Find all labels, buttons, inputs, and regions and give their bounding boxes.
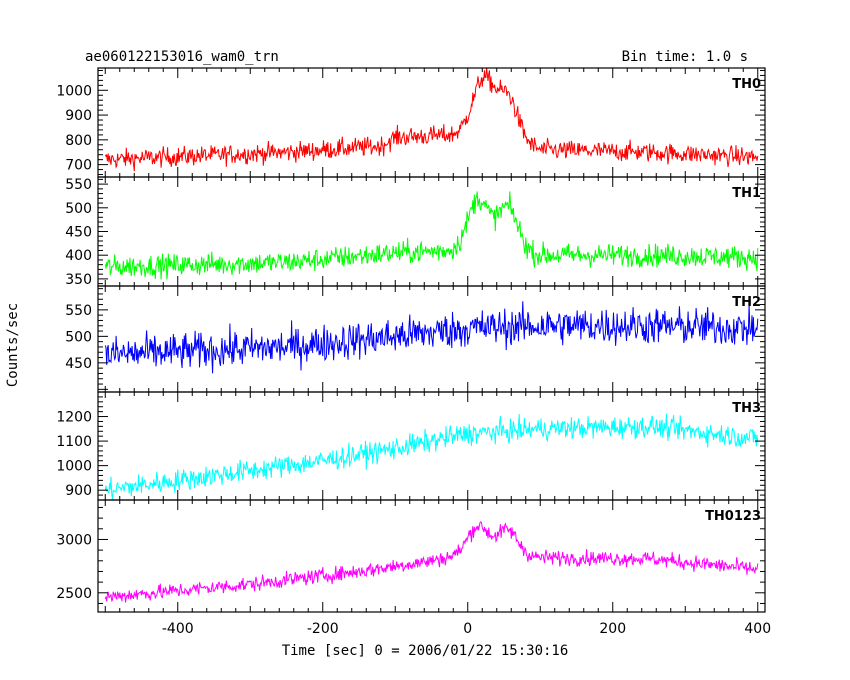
y-tick-label: 2500	[56, 586, 92, 602]
x-tick-label: -400	[162, 621, 194, 637]
series-th3	[104, 413, 759, 500]
y-tick-label: 1000	[56, 459, 92, 475]
y-tick-label: 900	[65, 483, 92, 499]
panel-label-th0: TH0	[732, 77, 761, 92]
y-tick-label: 350	[65, 272, 92, 288]
panel-frame	[97, 499, 766, 613]
y-tick-label: 450	[65, 225, 92, 241]
panel-label-th1: TH1	[732, 186, 761, 201]
panels: 700 800 900 1000 TH0 350 400 450 500 550 TH1 450 500…	[56, 67, 771, 637]
y-tick-label: 3000	[56, 532, 92, 548]
y-tick-label: 500	[65, 201, 92, 217]
y-tick-label: 450	[65, 356, 92, 372]
y-tick-label: 700	[65, 158, 92, 174]
chart-title-left: ae060122153016_wam0_trn	[85, 49, 279, 65]
series-th1	[104, 191, 759, 280]
panel-label-th0123: TH0123	[705, 509, 761, 524]
chart-title-right: Bin time: 1.0 s	[622, 49, 748, 65]
series-th2	[104, 301, 759, 374]
y-axis-label: Counts/sec	[5, 303, 21, 387]
series-th0	[104, 68, 759, 172]
y-tick-label: 900	[65, 108, 92, 124]
x-tick-label: -200	[307, 621, 339, 637]
panel-label-th2: TH2	[732, 295, 761, 310]
x-tick-label: 200	[599, 621, 626, 637]
y-tick-label: 550	[65, 303, 92, 319]
x-tick-label: 0	[463, 621, 472, 637]
x-axis-label: Time [sec] 0 = 2006/01/22 15:30:16	[282, 643, 569, 659]
panel-frame	[97, 67, 766, 178]
y-tick-label: 500	[65, 329, 92, 345]
y-tick-label: 550	[65, 177, 92, 193]
y-tick-label: 1100	[56, 434, 92, 450]
y-tick-label: 1200	[56, 410, 92, 426]
panel-th1: 350 400 450 500 550 TH1	[65, 176, 766, 288]
y-tick-label: 800	[65, 133, 92, 149]
y-tick-label: 1000	[56, 83, 92, 99]
series-th0123	[104, 521, 759, 603]
panel-label-th3: TH3	[732, 401, 761, 416]
panel-th3: 900 1000 1100 1200 TH3	[56, 391, 766, 501]
y-tick-label: 400	[65, 248, 92, 264]
x-tick-label: 400	[744, 621, 771, 637]
panel-th2: 450 500 550 TH2	[65, 285, 766, 393]
panel-th0: 700 800 900 1000 TH0	[56, 67, 766, 178]
panel-th0123: 2500 3000 TH0123	[56, 499, 766, 613]
